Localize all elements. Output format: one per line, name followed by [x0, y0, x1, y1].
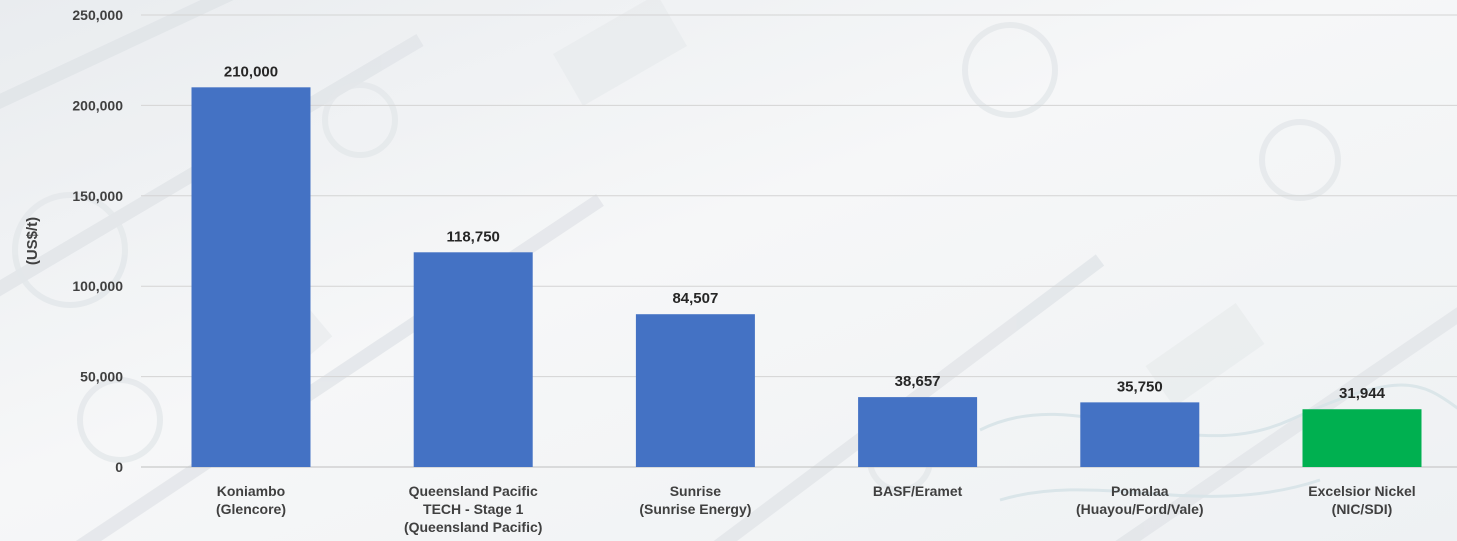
x-category-label-line: Pomalaa — [1111, 483, 1169, 499]
bars — [191, 87, 1422, 467]
x-category-label-line: TECH - Stage 1 — [423, 501, 524, 517]
bar — [1080, 402, 1200, 467]
x-category-label-line: (Huayou/Ford/Vale) — [1076, 501, 1204, 517]
y-tick-label: 250,000 — [72, 7, 123, 23]
bar — [635, 314, 755, 467]
x-category-label: Pomalaa (Huayou/Ford/Vale) — [1076, 483, 1204, 517]
x-category-label-line: Koniambo — [217, 483, 285, 499]
y-axis-tick-labels: 0 50,000 100,000 150,000 200,000 250,000 — [72, 7, 123, 475]
x-category-label-line: (Sunrise Energy) — [639, 501, 751, 517]
x-category-label: Queensland Pacific TECH - Stage 1 (Queensl… — [404, 483, 542, 535]
y-tick-label: 50,000 — [80, 369, 123, 385]
y-tick-label: 0 — [115, 459, 123, 475]
x-category-label-line: (Queensland Pacific) — [404, 519, 542, 535]
x-category-label: Koniambo (Glencore) — [216, 483, 286, 517]
x-category-label: Excelsior Nickel (NIC/SDI) — [1308, 483, 1415, 517]
x-category-label: BASF/Eramet — [873, 483, 963, 499]
data-labels: 210,000 118,750 84,507 38,657 35,750 31,944 — [224, 63, 1386, 402]
x-category-label-line: (Glencore) — [216, 501, 286, 517]
gridlines — [141, 14, 1457, 468]
bar-value-label: 118,750 — [446, 228, 499, 245]
bar — [191, 87, 311, 467]
x-category-label-line: (NIC/SDI) — [1332, 501, 1393, 517]
bar-value-label: 38,657 — [895, 373, 941, 390]
bar — [1302, 409, 1422, 467]
x-category-label-line: BASF/Eramet — [873, 483, 963, 499]
bar-value-label: 210,000 — [224, 63, 278, 80]
bar-value-label: 84,507 — [672, 290, 718, 307]
y-tick-label: 200,000 — [72, 97, 123, 113]
bar-value-label: 35,750 — [1117, 378, 1163, 395]
bar-value-label: 31,944 — [1339, 385, 1386, 402]
bar — [413, 252, 533, 467]
x-axis-category-labels: Koniambo (Glencore) Queensland Pacific TECH… — [216, 483, 1416, 535]
x-category-label: Sunrise (Sunrise Energy) — [639, 483, 751, 517]
y-axis-title: (US$/t) — [24, 217, 41, 265]
x-category-label-line: Queensland Pacific — [409, 483, 538, 499]
bar — [858, 397, 978, 467]
x-category-label-line: Excelsior Nickel — [1308, 483, 1415, 499]
x-category-label-line: Sunrise — [670, 483, 722, 499]
y-tick-label: 150,000 — [72, 188, 123, 204]
y-tick-label: 100,000 — [72, 278, 123, 294]
